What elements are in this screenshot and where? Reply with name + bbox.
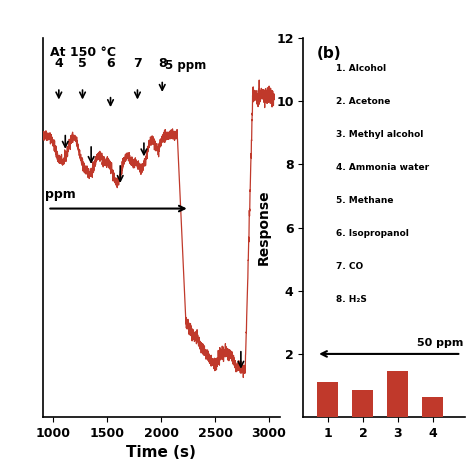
Text: 4: 4 <box>55 57 63 70</box>
Text: ppm: ppm <box>45 188 76 201</box>
Text: 8. H₂S: 8. H₂S <box>336 295 366 304</box>
Text: At 150 °C: At 150 °C <box>50 46 116 58</box>
X-axis label: Time (s): Time (s) <box>126 446 196 460</box>
Text: 4. Ammonia water: 4. Ammonia water <box>336 164 428 173</box>
Text: 50 ppm: 50 ppm <box>417 338 463 348</box>
Text: 6. Isopropanol: 6. Isopropanol <box>336 229 409 238</box>
Y-axis label: Response: Response <box>256 190 271 265</box>
Text: 8: 8 <box>158 57 166 70</box>
Text: 1. Alcohol: 1. Alcohol <box>336 64 386 73</box>
Text: 5: 5 <box>78 57 87 70</box>
Text: 5 ppm: 5 ppm <box>165 59 207 72</box>
Text: 7. CO: 7. CO <box>336 263 363 272</box>
Bar <box>318 383 338 417</box>
Text: (b): (b) <box>316 46 341 61</box>
Bar <box>352 390 374 417</box>
Bar <box>422 397 444 417</box>
Text: 2. Acetone: 2. Acetone <box>336 98 390 107</box>
Text: 3. Methyl alcohol: 3. Methyl alcohol <box>336 130 423 139</box>
Text: 6: 6 <box>106 57 115 70</box>
Text: 7: 7 <box>133 57 142 70</box>
Bar <box>387 371 409 417</box>
Text: 5. Methane: 5. Methane <box>336 196 393 205</box>
